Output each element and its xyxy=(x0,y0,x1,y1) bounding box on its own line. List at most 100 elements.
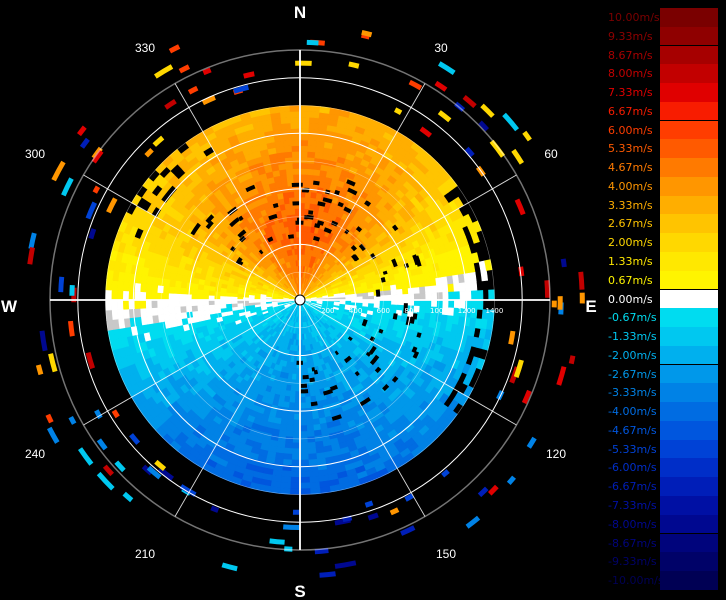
velocity-cell xyxy=(289,482,301,490)
clutter-echo xyxy=(560,258,567,268)
velocity-cell xyxy=(401,282,409,290)
legend-entry: 7.33m/s xyxy=(604,83,722,102)
range-tick-label: 1000 xyxy=(430,307,448,315)
velocity-cell xyxy=(179,287,187,295)
velocity-color-legend: 10.00m/s 9.33m/s 8.67m/s 8.00m/s 7.33m/s 6.67… xyxy=(604,8,722,590)
legend-label: -2.67m/s xyxy=(608,367,657,381)
velocity-cell xyxy=(305,413,313,421)
velocity-cell xyxy=(179,293,187,301)
velocity-cell xyxy=(396,304,404,312)
legend-swatch xyxy=(660,45,718,65)
legend-entry: 2.00m/s xyxy=(604,233,722,252)
legend-swatch xyxy=(660,533,718,553)
bearing-spoke xyxy=(174,299,301,517)
missing-data-gap xyxy=(331,414,342,421)
missing-data-gap xyxy=(238,215,244,222)
velocity-cell xyxy=(299,413,307,421)
velocity-cell xyxy=(173,299,181,307)
velocity-cell xyxy=(299,476,310,484)
clutter-echo xyxy=(129,433,141,445)
missing-data-gap xyxy=(331,220,339,227)
velocity-cell xyxy=(305,179,313,187)
velocity-cell xyxy=(116,299,124,310)
legend-entry: -2.00m/s xyxy=(604,345,722,365)
clutter-echo xyxy=(146,465,162,480)
velocity-cell xyxy=(134,308,142,318)
legend-entry: -3.33m/s xyxy=(604,383,722,402)
legend-label: -6.00m/s xyxy=(608,461,657,475)
velocity-cell xyxy=(116,290,124,301)
velocity-cell xyxy=(168,285,176,294)
legend-entry: -4.00m/s xyxy=(604,402,722,421)
velocity-cell xyxy=(191,310,199,318)
radar-plot: 200 400 600 800 1000 1200 1400 N S E W 30 60 1… xyxy=(1,3,597,600)
legend-label: 8.67m/s xyxy=(608,48,653,62)
missing-data-gap xyxy=(229,217,240,228)
legend-entry: -0.67m/s xyxy=(604,308,722,327)
velocity-cell xyxy=(202,289,210,296)
bearing-spoke xyxy=(299,299,517,426)
missing-data-gap xyxy=(414,255,422,267)
legend-label: -1.33m/s xyxy=(608,330,657,344)
legend-swatch xyxy=(660,327,718,346)
velocity-cell xyxy=(111,309,119,321)
legend-label: -2.00m/s xyxy=(608,348,657,362)
velocity-cell xyxy=(412,280,420,289)
velocity-cell xyxy=(174,305,181,314)
clutter-echo xyxy=(202,67,212,76)
missing-data-gap xyxy=(346,179,356,187)
velocity-cell xyxy=(134,282,142,292)
legend-entry: 4.00m/s xyxy=(604,176,722,196)
velocity-cell xyxy=(168,299,175,308)
velocity-cell xyxy=(390,304,398,311)
clutter-echo xyxy=(361,30,373,38)
missing-data-gap xyxy=(359,397,371,407)
velocity-cell xyxy=(285,162,294,170)
legend-swatch xyxy=(660,514,718,534)
velocity-cell xyxy=(282,453,293,461)
legend-label: -6.67m/s xyxy=(608,480,657,494)
clutter-echo xyxy=(91,149,104,164)
velocity-cell xyxy=(299,122,310,130)
clutter-echo xyxy=(521,389,532,405)
velocity-cell xyxy=(291,225,297,233)
velocity-cell xyxy=(447,283,455,293)
missing-data-gap xyxy=(355,226,363,233)
velocity-cell xyxy=(122,290,130,301)
velocity-cell xyxy=(299,116,310,124)
missing-data-gap xyxy=(351,254,359,262)
velocity-cell xyxy=(196,304,204,312)
clutter-echo xyxy=(478,120,489,132)
velocity-cell xyxy=(396,288,404,296)
velocity-cell xyxy=(475,357,486,371)
radar-ppi-display: 200 400 600 800 1000 1200 1400 N S E W 30 60 1… xyxy=(1,3,597,600)
velocity-cell xyxy=(145,299,152,309)
range-tick-label: 400 xyxy=(349,307,362,315)
legend-label: -8.00m/s xyxy=(608,517,657,531)
velocity-cell xyxy=(476,299,484,310)
missing-data-gap xyxy=(403,303,408,314)
clutter-echo xyxy=(85,201,97,220)
velocity-cell xyxy=(292,425,301,432)
clutter-echo xyxy=(102,464,114,477)
legend-entry: 6.00m/s xyxy=(604,120,722,140)
velocity-cell xyxy=(293,419,301,427)
clutter-echo xyxy=(551,300,557,308)
missing-data-gap xyxy=(365,351,371,357)
velocity-cell xyxy=(418,279,426,288)
velocity-cell xyxy=(162,306,170,315)
velocity-cell xyxy=(281,470,292,478)
clutter-echo xyxy=(526,436,537,449)
legend-entry: 5.33m/s xyxy=(604,139,722,158)
legend-label: 2.67m/s xyxy=(608,217,653,231)
velocity-cell xyxy=(173,293,181,301)
velocity-cell xyxy=(305,419,314,426)
velocity-cell xyxy=(279,418,288,426)
velocity-cell xyxy=(110,299,118,311)
range-tick-label: 1400 xyxy=(485,307,503,315)
legend-swatch xyxy=(660,139,718,158)
velocity-cell xyxy=(307,453,318,461)
velocity-cell xyxy=(280,475,292,484)
velocity-cell xyxy=(308,122,319,130)
legend-label: 0.67m/s xyxy=(608,273,653,287)
